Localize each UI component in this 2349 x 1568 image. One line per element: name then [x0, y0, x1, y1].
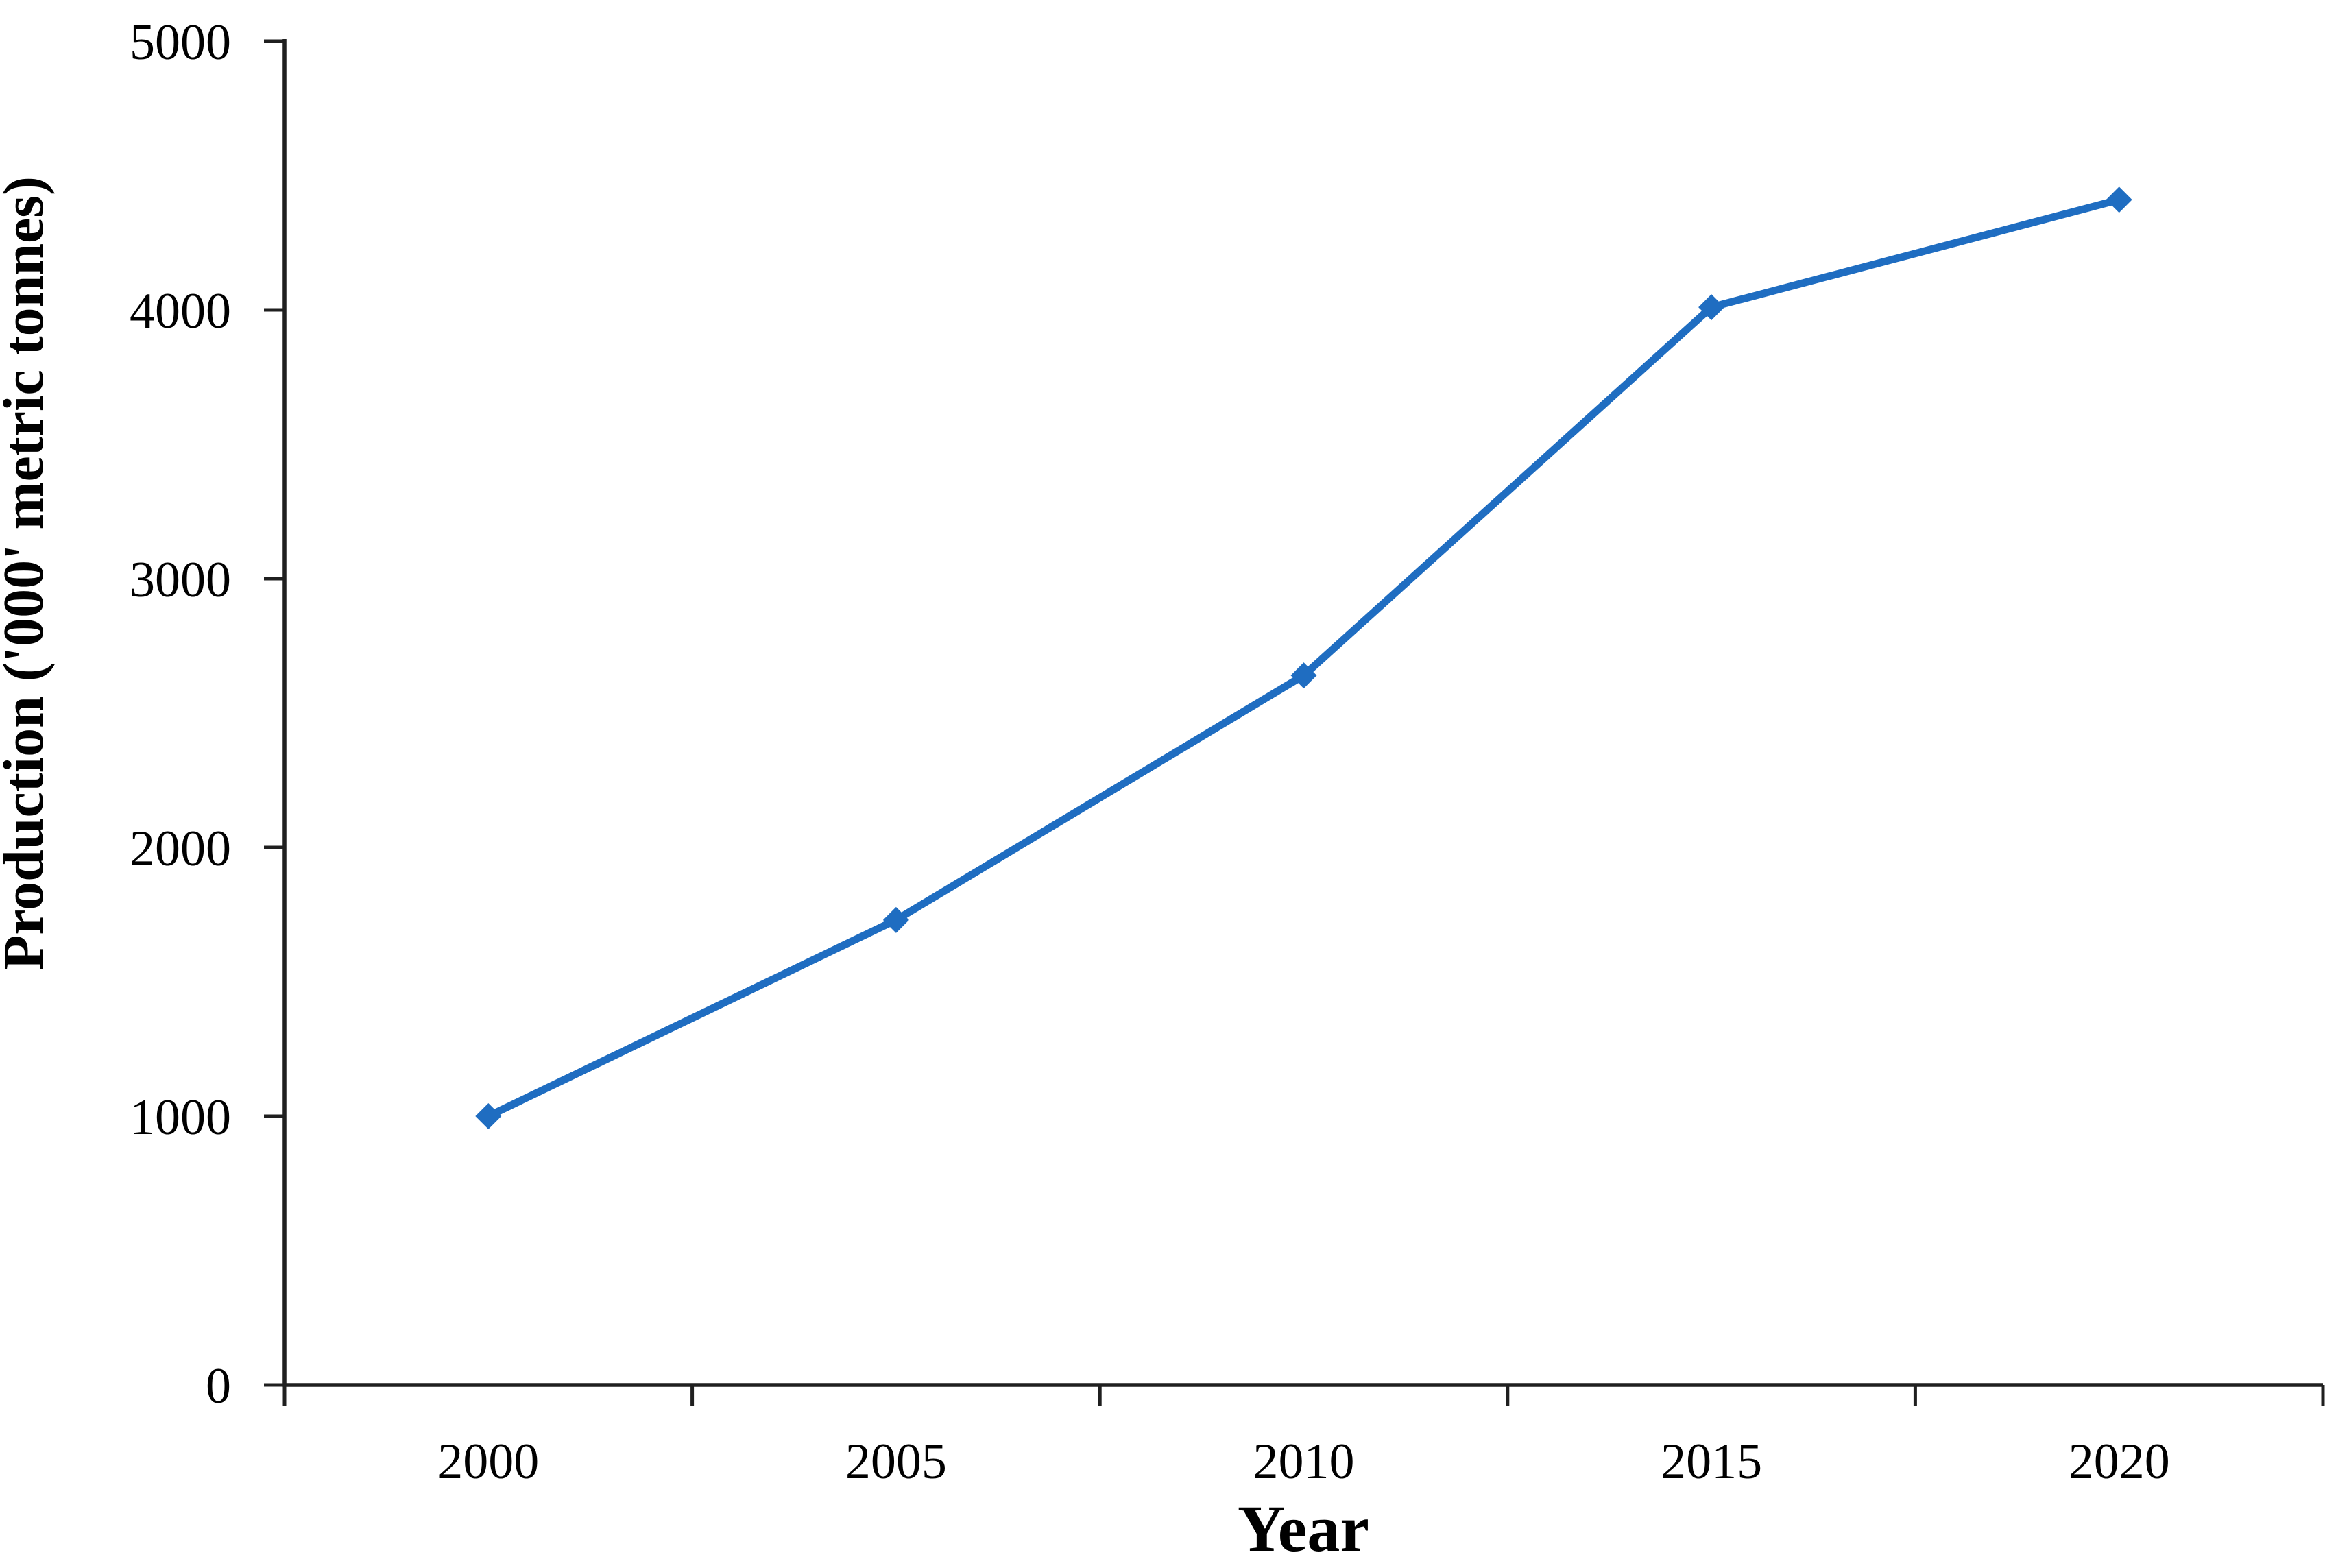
y-tick-label: 5000: [130, 14, 231, 71]
y-axis-ticks: 0 1000 2000 3000 4000 5000: [130, 14, 285, 1414]
x-axis-title: Year: [1238, 1492, 1369, 1565]
y-tick-label: 2000: [130, 821, 231, 877]
x-tick-label: 2020: [2069, 1434, 2170, 1490]
y-tick-label: 0: [206, 1358, 231, 1414]
y-tick-label: 4000: [130, 283, 231, 339]
data-point-marker: [2106, 186, 2132, 213]
series-line: [484, 195, 2123, 1120]
x-tick-label: 2000: [437, 1434, 539, 1490]
y-tick-label: 1000: [130, 1089, 231, 1146]
data-point-marker: [1290, 662, 1317, 689]
y-axis-title: Production ('000' metric tonnes): [0, 176, 56, 970]
axis-lines: [282, 39, 2323, 1387]
x-tick-label: 2005: [845, 1434, 947, 1490]
data-point-marker: [1698, 294, 1725, 321]
x-axis-ticks: 2000 2005 2010 2015 2020: [282, 1385, 2325, 1490]
x-tick-label: 2010: [1253, 1434, 1355, 1490]
data-point-marker: [475, 1103, 502, 1129]
series-layer: [475, 186, 2132, 1129]
axes-layer: [282, 39, 2323, 1387]
x-tick-label: 2015: [1661, 1434, 1762, 1490]
y-tick-label: 3000: [130, 552, 231, 608]
data-point-marker: [882, 906, 909, 933]
